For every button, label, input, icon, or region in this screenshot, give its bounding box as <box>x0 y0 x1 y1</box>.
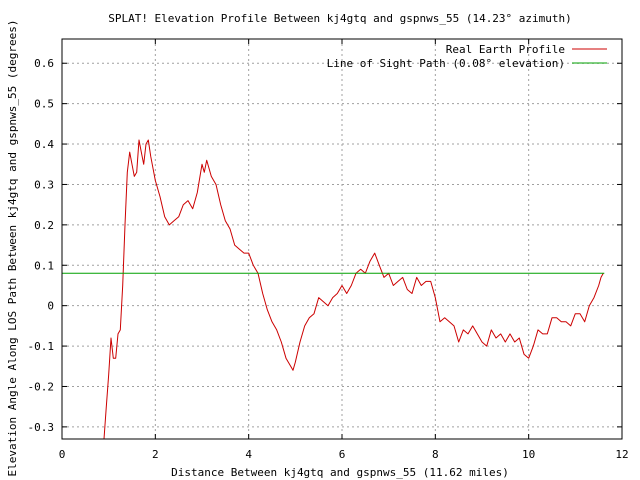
x-tick-label: 8 <box>432 448 439 461</box>
x-tick-label: 6 <box>339 448 346 461</box>
x-axis-ticks: 0 2 4 6 8 10 12 <box>59 39 629 461</box>
y-axis-label: Elevation Angle Along LOS Path Between k… <box>6 20 19 477</box>
y-tick-label: -0.2 <box>28 380 55 393</box>
legend-label: Line of Sight Path (0.08° elevation) <box>327 57 565 70</box>
grid <box>62 39 622 439</box>
x-tick-label: 0 <box>59 448 66 461</box>
y-tick-label: 0 <box>47 300 54 313</box>
real-earth-profile-line <box>103 139 604 440</box>
x-tick-label: 2 <box>152 448 159 461</box>
x-tick-label: 10 <box>522 448 535 461</box>
y-tick-label: -0.3 <box>28 421 55 434</box>
y-tick-label: 0.5 <box>34 98 54 111</box>
y-tick-label: 0.2 <box>34 219 54 232</box>
y-tick-label: 0.1 <box>34 259 54 272</box>
y-tick-label: 0.4 <box>34 138 54 151</box>
y-axis-ticks: -0.3 -0.2 -0.1 0 0.1 0.2 0.3 0.4 0.5 0.6 <box>28 57 622 434</box>
x-tick-label: 12 <box>615 448 628 461</box>
x-axis-label: Distance Between kj4gtq and gspnws_55 (1… <box>171 466 509 479</box>
x-tick-label: 4 <box>245 448 252 461</box>
y-tick-label: -0.1 <box>28 340 55 353</box>
series-lines <box>62 139 605 440</box>
legend-label: Real Earth Profile <box>446 43 565 56</box>
chart-title: SPLAT! Elevation Profile Between kj4gtq … <box>108 12 572 25</box>
y-tick-label: 0.6 <box>34 57 54 70</box>
y-tick-label: 0.3 <box>34 178 54 191</box>
